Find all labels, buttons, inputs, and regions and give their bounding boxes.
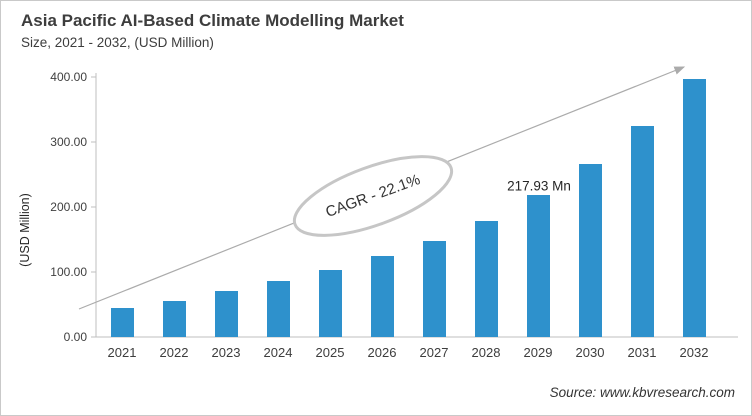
data-label-2029: 217.93 Mn [507,178,571,194]
x-tick-label: 2029 [523,345,553,360]
bar-2025 [318,270,342,337]
x-tick-label: 2026 [367,345,397,360]
bar-2023 [214,290,238,337]
x-tick-label: 2024 [263,345,293,360]
axes [91,73,738,338]
x-tick-label: 2031 [627,345,657,360]
bar-2026 [370,256,394,337]
bar-2021 [110,308,134,337]
x-tick-label: 2021 [107,345,137,360]
bar-2028 [474,221,498,337]
bar-2029 [526,195,550,337]
bar-2024 [266,281,290,337]
source-credit: Source: www.kbvresearch.com [549,385,735,400]
cagr-ellipse [292,155,454,237]
y-tick-label: 300.00 [50,135,87,149]
x-tick-label: 2027 [419,345,449,360]
y-tick-label: 200.00 [50,200,87,214]
x-tick-label: 2030 [575,345,605,360]
bar-2022 [162,300,186,337]
x-tick-label: 2023 [211,345,241,360]
y-tick-label: 0.00 [63,330,87,344]
x-tick-label: 2032 [679,345,709,360]
y-tick-label: 400.00 [50,70,87,84]
bar-2031 [630,126,654,337]
y-tick-label: 100.00 [50,265,87,279]
x-tick-label: 2022 [159,345,189,360]
bar-2027 [422,241,446,337]
bar-2030 [578,164,602,337]
bar-2032 [682,78,706,337]
chart-title: Asia Pacific AI-Based Climate Modelling … [21,11,404,30]
chart-subtitle: Size, 2021 - 2032, (USD Million) [21,35,214,50]
x-tick-label: 2025 [315,345,345,360]
x-tick-label: 2028 [471,345,501,360]
